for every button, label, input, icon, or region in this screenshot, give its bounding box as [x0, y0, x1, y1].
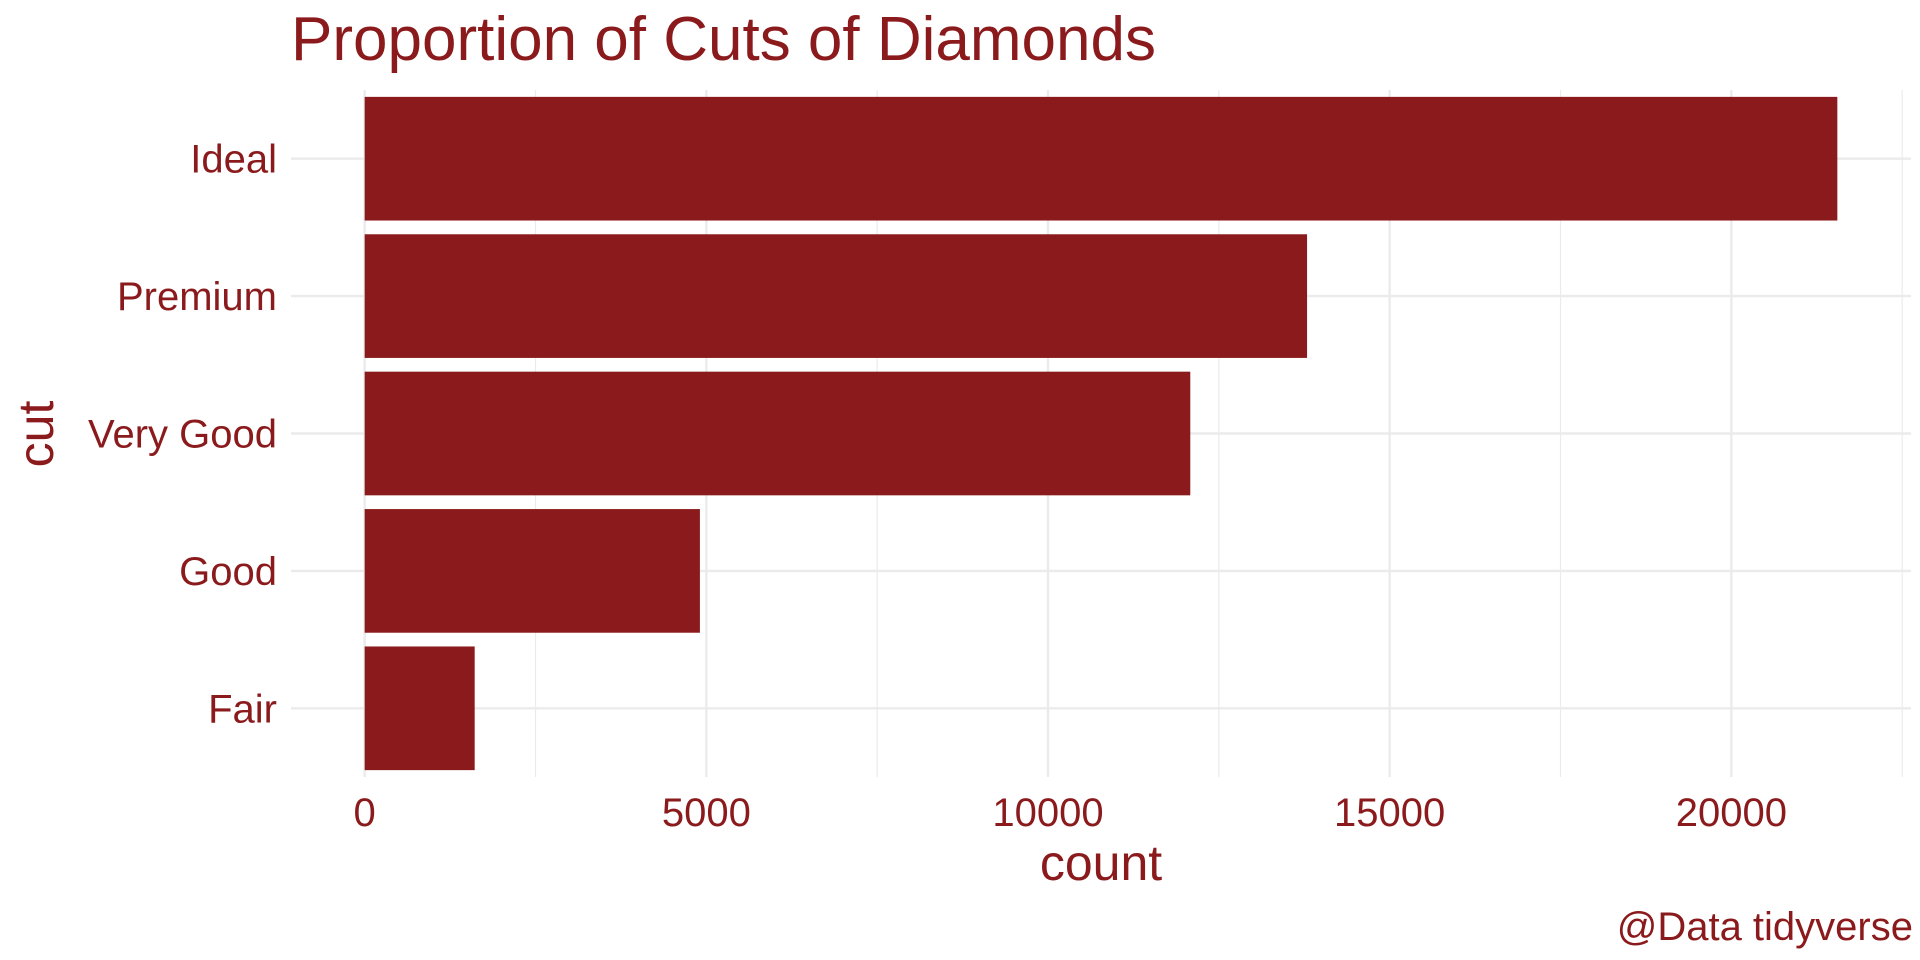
bar-premium [364, 234, 1308, 358]
x-tick-label: 0 [354, 791, 376, 835]
chart-caption: @Data tidyverse [1617, 905, 1913, 949]
x-tick-label: 10000 [992, 791, 1103, 835]
y-tick-label: Ideal [190, 138, 277, 182]
x-tick-label: 5000 [662, 791, 751, 835]
y-tick-label: Premium [117, 275, 277, 319]
bar-ideal [364, 96, 1838, 221]
bar-very-good [364, 371, 1191, 496]
bar-good [364, 509, 700, 633]
x-tick-label: 15000 [1334, 791, 1445, 835]
x-axis-label: count [1040, 835, 1162, 891]
y-tick-labels: Fair Good Very Good Premium Ideal [88, 138, 277, 732]
y-tick-label: Good [179, 550, 277, 594]
y-axis-label: cut [8, 401, 64, 468]
bars-layer [364, 96, 1838, 771]
x-tick-labels: 0 5000 10000 15000 20000 [354, 791, 1787, 835]
chart-title: Proportion of Cuts of Diamonds [291, 5, 1156, 74]
x-tick-label: 20000 [1676, 791, 1787, 835]
y-tick-label: Very Good [88, 413, 277, 457]
bar-fair [364, 646, 475, 771]
y-tick-label: Fair [208, 687, 277, 731]
